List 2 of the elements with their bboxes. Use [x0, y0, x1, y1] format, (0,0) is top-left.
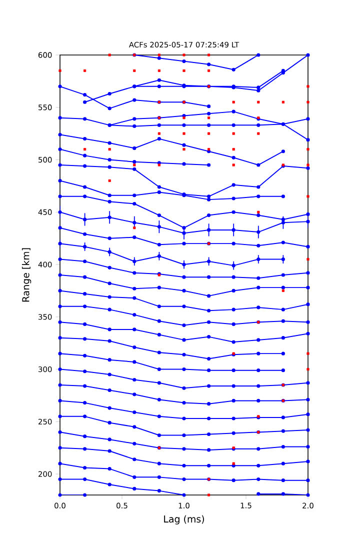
y-axis-title: Range [km]	[22, 248, 32, 302]
x-axis-title: Lag (ms)	[164, 515, 204, 524]
